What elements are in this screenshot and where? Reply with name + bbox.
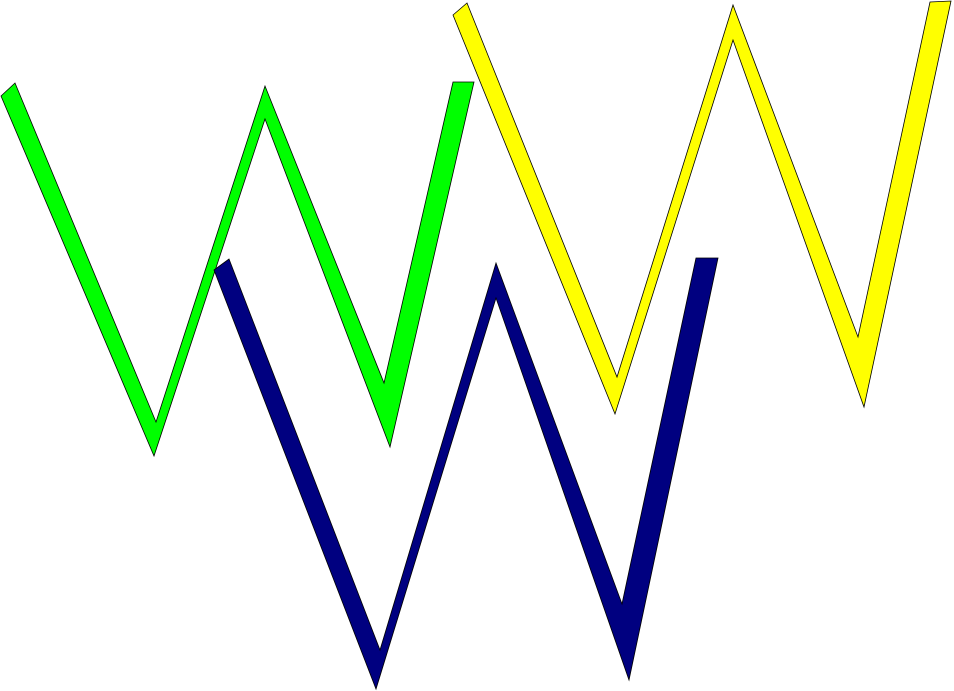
- navy-zigzag: [213, 257, 719, 691]
- green-zigzag: [0, 81, 475, 458]
- yellow-zigzag: [452, 0, 952, 416]
